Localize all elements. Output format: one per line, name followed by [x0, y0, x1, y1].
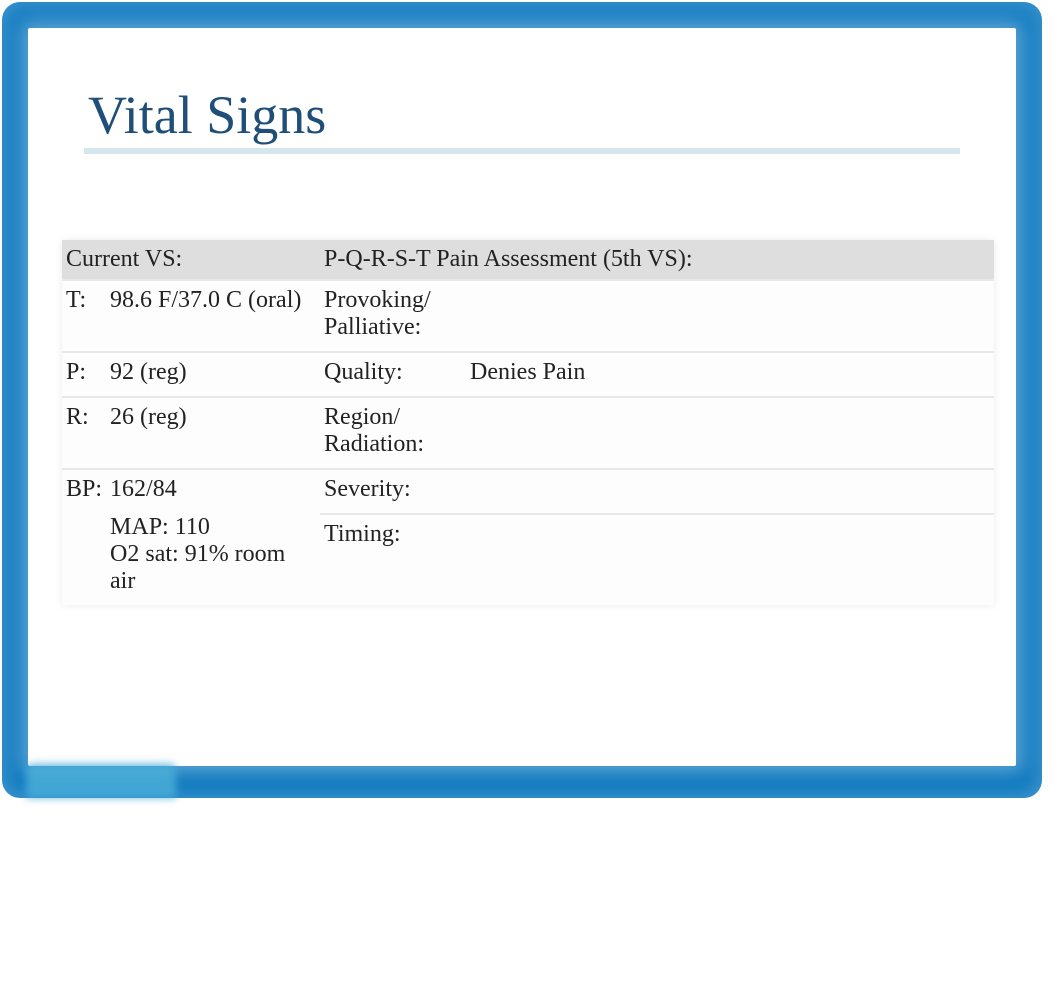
pain-label: Timing:: [320, 514, 466, 605]
pain-value: [466, 280, 994, 352]
table-row: R: 26 (reg) Region/ Radiation:: [62, 397, 994, 469]
pain-header-cell: P-Q-R-S-T Pain Assessment (5th VS):: [320, 240, 994, 280]
pain-value: [466, 397, 994, 469]
vital-label: T:: [62, 280, 106, 352]
vital-value: 26 (reg): [106, 397, 320, 469]
vital-label: R:: [62, 397, 106, 469]
vital-value: 98.6 F/37.0 C (oral): [106, 280, 320, 352]
vitals-table: Current VS: P-Q-R-S-T Pain Assessment (5…: [62, 240, 994, 605]
table-header-row: Current VS: P-Q-R-S-T Pain Assessment (5…: [62, 240, 994, 280]
pain-label: Provoking/ Palliative:: [320, 280, 466, 352]
pain-value: Denies Pain: [466, 352, 994, 397]
pain-label: Region/ Radiation:: [320, 397, 466, 469]
vitals-header-cell: Current VS:: [62, 240, 320, 280]
pain-value: [466, 469, 994, 514]
vital-label: BP:: [62, 469, 106, 605]
vital-label: P:: [62, 352, 106, 397]
vital-o2-line: O2 sat: 91% room air: [106, 541, 320, 605]
vital-map-line: MAP: 110: [106, 514, 320, 541]
pain-label: Quality:: [320, 352, 466, 397]
vital-value: 92 (reg): [106, 352, 320, 397]
pain-value: [466, 514, 994, 605]
table-row: P: 92 (reg) Quality: Denies Pain: [62, 352, 994, 397]
slide-title: Vital Signs: [84, 84, 960, 154]
footer-tab: [26, 764, 176, 798]
pain-label: Severity:: [320, 469, 466, 514]
table-row: BP: 162/84 Severity:: [62, 469, 994, 514]
slide-content-area: Vital Signs Current VS: P-Q-R-S-T Pain A…: [28, 28, 1016, 766]
table-row: MAP: 110 Timing:: [62, 514, 994, 541]
table-row: T: 98.6 F/37.0 C (oral) Provoking/ Palli…: [62, 280, 994, 352]
vital-value: 162/84: [106, 469, 320, 514]
slide-frame: Vital Signs Current VS: P-Q-R-S-T Pain A…: [2, 2, 1042, 798]
